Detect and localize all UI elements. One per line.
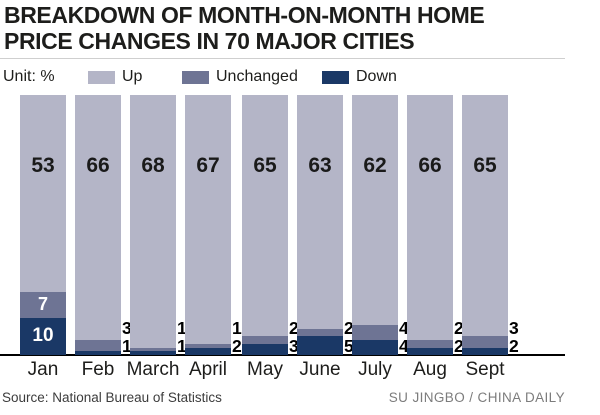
value-down-jan: 10: [32, 325, 54, 347]
segment-up-aug: [407, 95, 453, 341]
value-down-june: 5: [344, 336, 354, 356]
value-down-july: 4: [399, 336, 409, 356]
x-tick-july: July: [358, 359, 392, 380]
segment-up-jan: [20, 95, 66, 292]
legend-swatch-unchanged: [182, 71, 209, 84]
value-up-june: 63: [308, 154, 332, 177]
value-down-aug: 2: [454, 336, 464, 356]
value-up-sept: 65: [473, 154, 497, 177]
x-tick-aug: Aug: [413, 359, 447, 380]
chart-title-line1: BREAKDOWN OF MONTH-ON-MONTH HOME: [4, 2, 485, 28]
segment-down-sept: [462, 347, 508, 355]
x-tick-june: June: [299, 359, 341, 380]
unit-label: Unit: %: [3, 68, 55, 85]
value-up-jan: 53: [31, 154, 55, 177]
value-down-april: 2: [232, 336, 242, 356]
bar-jan: 7 10 53: [20, 95, 66, 355]
title-divider: [0, 58, 565, 59]
chart-title: BREAKDOWN OF MONTH-ON-MONTH HOME PRICE C…: [4, 2, 596, 54]
segment-down-may: [242, 343, 288, 355]
value-unchanged-july: 4: [399, 318, 409, 338]
segment-up-may: [242, 95, 288, 337]
bar-sept: 65: [462, 95, 508, 355]
credit-text: SU JINGBO / CHINA DAILY: [388, 390, 565, 405]
value-down-march: 1: [177, 336, 187, 356]
x-axis-line: [0, 354, 565, 356]
source-text: Source: National Bureau of Statistics: [2, 390, 222, 405]
value-unchanged-sept: 3: [509, 318, 519, 338]
segment-down-april: [185, 347, 231, 355]
bar-july: 62: [352, 95, 398, 355]
bar-april: 67: [185, 95, 231, 355]
segment-unchanged-jan: 7: [20, 291, 66, 318]
segment-down-march: [130, 351, 176, 355]
segment-down-jan: 10: [20, 317, 66, 355]
value-unchanged-feb: 3: [122, 318, 132, 338]
x-tick-sept: Sept: [465, 359, 505, 380]
segment-down-july: [352, 340, 398, 355]
value-up-july: 62: [363, 154, 387, 177]
legend-swatch-up: [88, 71, 115, 84]
value-unchanged-may: 2: [289, 318, 299, 338]
segment-up-march: [130, 95, 176, 348]
bar-feb: 66: [75, 95, 121, 355]
bar-june: 63: [297, 95, 343, 355]
segment-unchanged-feb: [75, 340, 121, 352]
x-tick-may: May: [247, 359, 283, 380]
legend-swatch-down: [322, 71, 349, 84]
segment-unchanged-may: [242, 336, 288, 344]
value-up-aug: 66: [418, 154, 442, 177]
value-unchanged-jan: 7: [37, 294, 48, 315]
segment-unchanged-march: [130, 347, 176, 352]
value-unchanged-april: 1: [232, 318, 242, 338]
segment-unchanged-aug: [407, 340, 453, 348]
segment-unchanged-june: [297, 329, 343, 337]
x-tick-march: March: [126, 359, 180, 380]
chart-title-line2: PRICE CHANGES IN 70 MAJOR CITIES: [4, 28, 415, 54]
value-unchanged-aug: 2: [454, 318, 464, 338]
segment-down-feb: [75, 351, 121, 355]
bar-aug: 66: [407, 95, 453, 355]
value-up-feb: 66: [86, 154, 110, 177]
value-down-may: 3: [289, 336, 299, 356]
value-up-may: 65: [253, 154, 277, 177]
value-unchanged-june: 2: [344, 318, 354, 338]
legend-label-unchanged: Unchanged: [216, 68, 298, 85]
segment-up-april: [185, 95, 231, 344]
segment-unchanged-july: [352, 325, 398, 341]
segment-down-aug: [407, 347, 453, 355]
x-tick-jan: Jan: [27, 359, 59, 380]
bar-may: 65: [242, 95, 288, 355]
segment-up-july: [352, 95, 398, 326]
segment-down-june: [297, 336, 343, 355]
legend-label-up: Up: [122, 68, 143, 85]
segment-unchanged-april: [185, 343, 231, 348]
x-tick-april: April: [188, 359, 227, 380]
value-up-april: 67: [196, 154, 220, 177]
segment-up-june: [297, 95, 343, 329]
legend-label-down: Down: [356, 68, 397, 85]
value-up-march: 68: [141, 154, 165, 177]
segment-up-feb: [75, 95, 121, 341]
x-tick-feb: Feb: [81, 359, 115, 380]
bar-march: 68: [130, 95, 176, 355]
segment-up-sept: [462, 95, 508, 337]
segment-unchanged-sept: [462, 336, 508, 348]
value-down-feb: 1: [122, 336, 132, 356]
value-unchanged-march: 1: [177, 318, 187, 338]
value-down-sept: 2: [509, 336, 519, 356]
